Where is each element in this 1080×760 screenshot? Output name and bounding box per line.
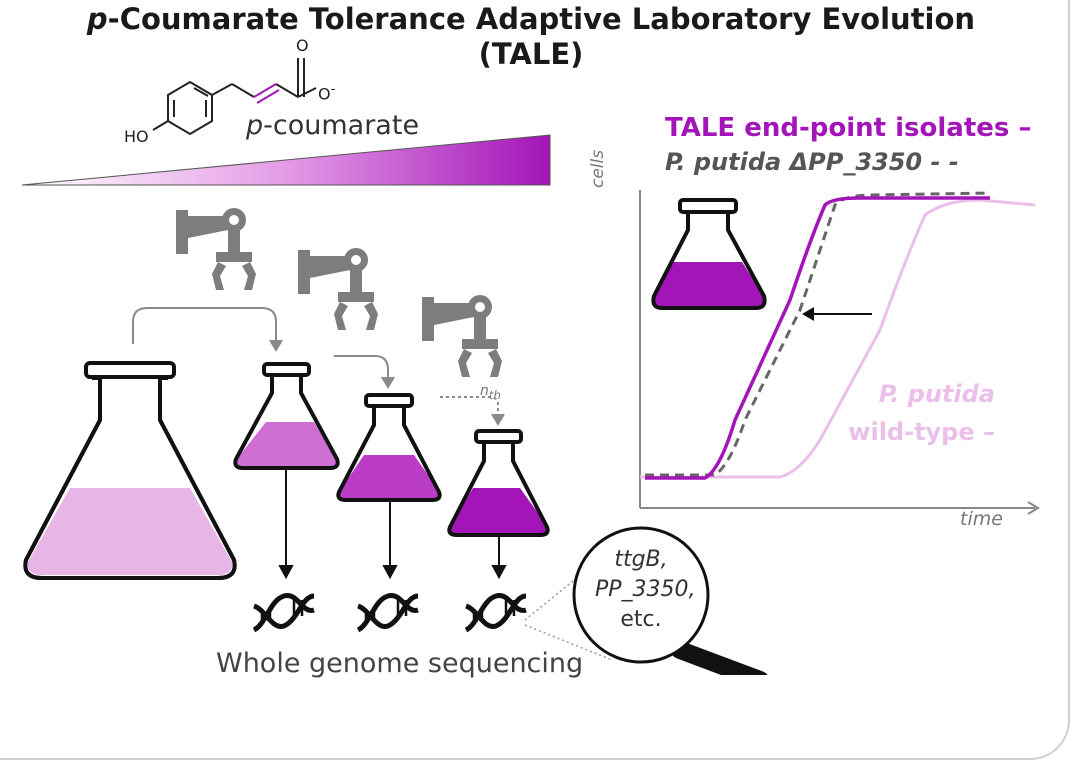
legend-tale: TALE end-point isolates –	[665, 113, 1032, 143]
legend-wildtype-line1: P. putida	[878, 380, 995, 408]
flask-icon	[651, 198, 767, 310]
robot-arm-icon	[298, 248, 378, 330]
wildtype-curve	[640, 198, 1036, 479]
flask-icon	[447, 429, 550, 537]
transfer-arrows	[132, 307, 505, 426]
legend-mutant: P. putida ΔPP_3350 - -	[665, 148, 959, 176]
title-italic-prefix: p	[86, 2, 108, 36]
transfer-sub: th	[488, 387, 501, 402]
carboxylate-oxygen-label: O-	[318, 82, 335, 103]
carbonyl-oxygen-label: O	[296, 36, 309, 55]
legend-wildtype-line2: wild-type –	[848, 418, 995, 446]
title-line2: (TALE)	[478, 37, 584, 71]
tale-curve	[645, 196, 990, 480]
sequencing-arrows	[278, 470, 507, 580]
concentration-gradient-wedge	[21, 134, 551, 186]
gene-etc: etc.	[620, 607, 662, 632]
transfer-count-label: nth	[480, 383, 501, 402]
x-axis-label: time	[960, 508, 1003, 530]
y-axis-label: cells	[588, 149, 608, 188]
gene-pp3350: PP_3350,	[595, 577, 696, 602]
molecule-structure-icon	[152, 58, 317, 136]
gene-ttgb: ttgB,	[614, 547, 668, 572]
dna-icon	[358, 596, 418, 630]
flask-icon	[336, 393, 442, 502]
molecule-name-rest: -coumarate	[263, 110, 420, 141]
flask-icon	[23, 361, 237, 580]
dna-icon	[466, 596, 526, 630]
title-line1: -Coumarate Tolerance Adaptive Laboratory…	[107, 2, 976, 36]
robot-arm-icon	[176, 208, 256, 290]
magnifier-genes: ttgB, PP_3350, etc.	[595, 545, 696, 635]
transfer-n: n	[480, 383, 489, 399]
negative-charge: -	[330, 82, 336, 97]
carboxylate-o: O	[318, 84, 331, 104]
robot-arm-icon	[422, 295, 502, 377]
growth-curve-chart	[639, 190, 1040, 515]
flask-icon	[233, 362, 340, 470]
footer-label: Whole genome sequencing	[216, 648, 584, 679]
figure-title: p-Coumarate Tolerance Adaptive Laborator…	[0, 2, 1062, 72]
hydroxyl-label: HO	[124, 127, 149, 146]
dna-icon	[254, 596, 314, 630]
molecule-name-prefix: p	[246, 110, 264, 141]
diagram-canvas	[21, 58, 1040, 675]
molecule-name: p-coumarate	[246, 110, 419, 141]
magnifier-icon	[524, 526, 768, 675]
